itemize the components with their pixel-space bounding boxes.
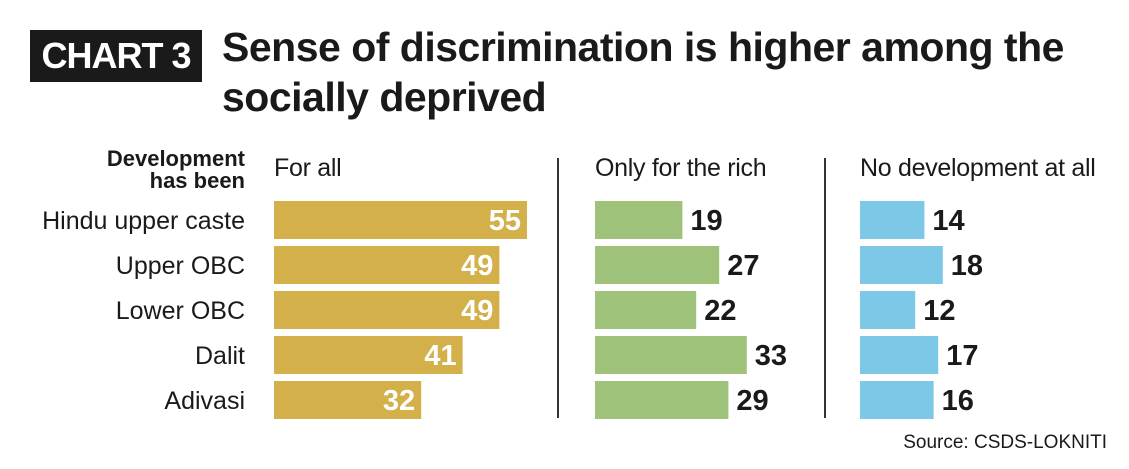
category-label-hindu-upper-caste: Hindu upper caste <box>42 207 245 235</box>
bar-only-for-the-rich-lower-obc <box>595 291 697 329</box>
bar-for-all-lower-obc <box>274 291 500 329</box>
legend-title: Development has been <box>107 148 245 192</box>
value-label-no-development-at-all-hindu-upper-caste: 14 <box>932 205 964 237</box>
chart-title: Sense of discrimination is higher among … <box>222 24 1064 120</box>
value-label-for-all-adivasi: 32 <box>383 385 415 417</box>
category-label-lower-obc: Lower OBC <box>116 297 245 325</box>
bar-for-all-hindu-upper-caste <box>274 201 527 239</box>
panel-header-for-all: For all <box>274 154 342 182</box>
value-label-only-for-the-rich-adivasi: 29 <box>736 385 768 417</box>
panel-divider-2 <box>824 158 826 418</box>
value-label-for-all-lower-obc: 49 <box>461 295 493 327</box>
category-label-upper-obc: Upper OBC <box>116 252 245 280</box>
bar-for-all-upper-obc <box>274 246 500 284</box>
chart-badge: CHART 3 <box>30 30 202 82</box>
value-label-only-for-the-rich-dalit: 33 <box>755 340 787 372</box>
bar-only-for-the-rich-adivasi <box>595 381 729 419</box>
value-label-no-development-at-all-upper-obc: 18 <box>951 250 983 282</box>
value-label-no-development-at-all-lower-obc: 12 <box>923 295 955 327</box>
bar-only-for-the-rich-upper-obc <box>595 246 720 284</box>
value-label-no-development-at-all-dalit: 17 <box>946 340 978 372</box>
value-label-only-for-the-rich-lower-obc: 22 <box>704 295 736 327</box>
value-label-for-all-upper-obc: 49 <box>461 250 493 282</box>
category-label-dalit: Dalit <box>195 342 245 370</box>
value-label-no-development-at-all-adivasi: 16 <box>942 385 974 417</box>
bar-for-all-adivasi <box>274 381 422 419</box>
bar-only-for-the-rich-hindu-upper-caste <box>595 201 683 239</box>
legend-title-line-2: has been <box>149 168 245 193</box>
bar-only-for-the-rich-dalit <box>595 336 747 374</box>
source-note: Source: CSDS-LOKNITI <box>903 432 1107 453</box>
bar-no-development-at-all-dalit <box>860 336 939 374</box>
bar-for-all-dalit <box>274 336 463 374</box>
value-label-only-for-the-rich-upper-obc: 27 <box>727 250 759 282</box>
bar-no-development-at-all-hindu-upper-caste <box>860 201 925 239</box>
legend-title-line-1: Development <box>106 146 245 171</box>
panel-divider-1 <box>557 158 559 418</box>
bar-no-development-at-all-lower-obc <box>860 291 916 329</box>
value-label-for-all-hindu-upper-caste: 55 <box>489 205 521 237</box>
value-label-for-all-dalit: 41 <box>424 340 456 372</box>
value-label-only-for-the-rich-hindu-upper-caste: 19 <box>690 205 722 237</box>
bar-no-development-at-all-adivasi <box>860 381 934 419</box>
bar-no-development-at-all-upper-obc <box>860 246 943 284</box>
panel-header-no-development: No development at all <box>860 154 1096 182</box>
category-label-adivasi: Adivasi <box>164 387 245 415</box>
panel-header-only-for-rich: Only for the rich <box>595 154 767 182</box>
